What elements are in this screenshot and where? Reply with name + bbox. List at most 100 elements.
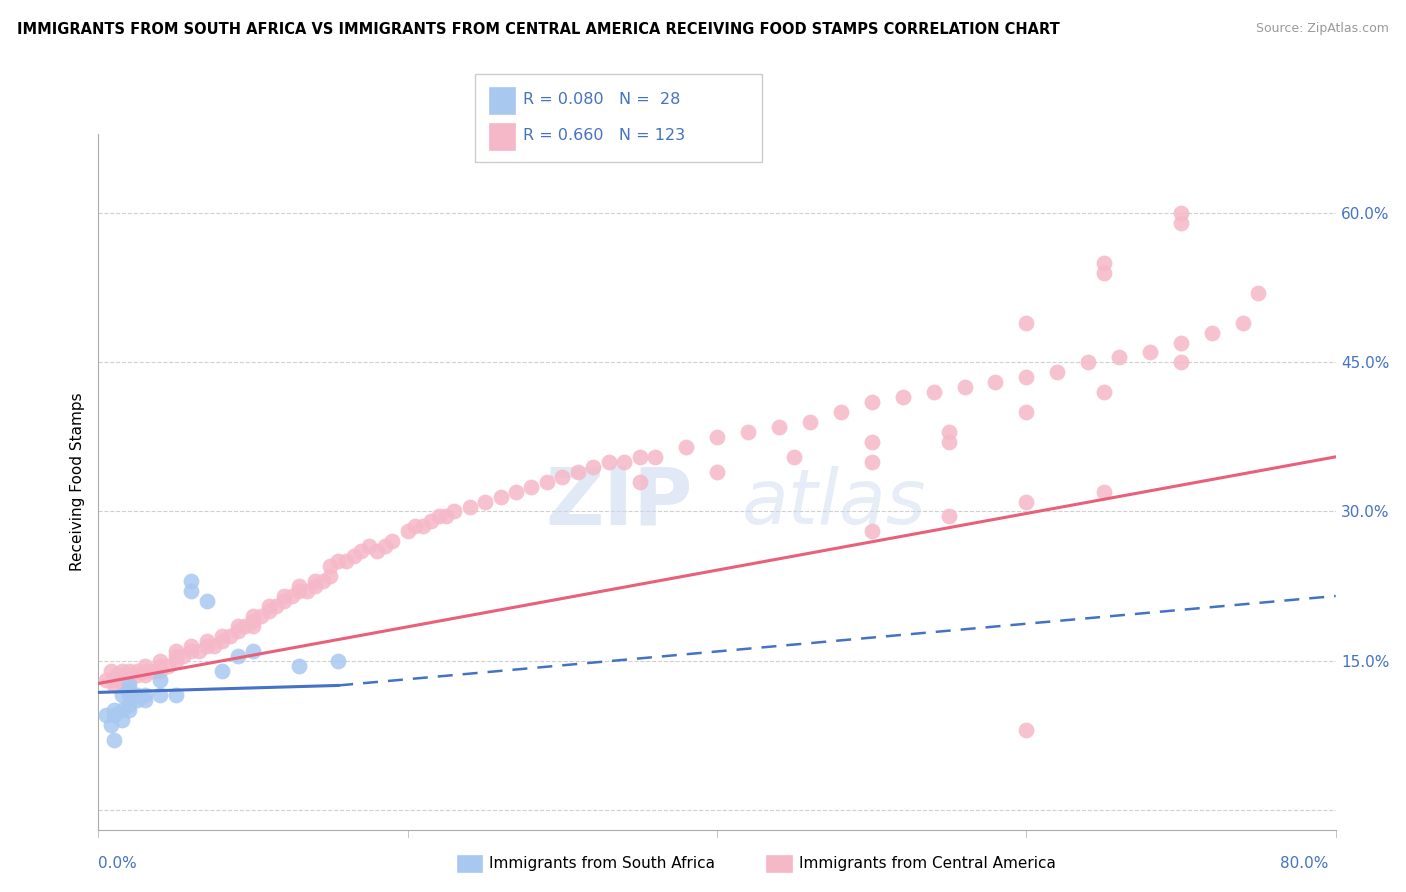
Point <box>628 475 651 489</box>
Point <box>412 519 434 533</box>
Point <box>938 425 960 439</box>
Point <box>304 574 326 588</box>
Point <box>111 689 134 703</box>
Point <box>96 673 118 688</box>
Point <box>1170 335 1192 350</box>
Point <box>226 624 249 638</box>
Point <box>211 664 233 678</box>
Point <box>984 376 1007 390</box>
Point <box>1092 484 1115 499</box>
Point <box>326 554 350 568</box>
Point <box>103 678 125 692</box>
Point <box>281 589 304 603</box>
Point <box>830 405 852 419</box>
Point <box>111 673 134 688</box>
Point <box>489 490 512 504</box>
Y-axis label: Receiving Food Stamps: Receiving Food Stamps <box>70 392 86 571</box>
Point <box>1015 316 1038 330</box>
Point <box>111 668 134 682</box>
Point <box>211 629 233 643</box>
Point <box>257 599 280 613</box>
Text: 80.0%: 80.0% <box>1281 856 1329 871</box>
Point <box>1015 723 1038 738</box>
Point <box>1201 326 1223 340</box>
Point <box>118 668 141 682</box>
Text: R = 0.660   N = 123: R = 0.660 N = 123 <box>523 128 685 143</box>
Point <box>288 579 311 593</box>
Point <box>226 648 249 663</box>
Point <box>1092 385 1115 400</box>
Point <box>675 440 697 454</box>
Point <box>273 589 295 603</box>
Point <box>188 643 211 657</box>
Text: Immigrants from South Africa: Immigrants from South Africa <box>489 856 716 871</box>
Point <box>195 633 218 648</box>
Point <box>127 664 149 678</box>
Point <box>257 604 280 618</box>
Point <box>103 733 125 747</box>
Point <box>242 619 264 633</box>
Point <box>127 693 149 707</box>
Point <box>288 658 311 673</box>
Point <box>1108 351 1130 365</box>
Point <box>1015 370 1038 384</box>
Point <box>118 698 141 713</box>
Text: IMMIGRANTS FROM SOUTH AFRICA VS IMMIGRANTS FROM CENTRAL AMERICA RECEIVING FOOD S: IMMIGRANTS FROM SOUTH AFRICA VS IMMIGRAN… <box>17 22 1060 37</box>
Point <box>127 689 149 703</box>
Point <box>628 450 651 464</box>
Point <box>165 643 187 657</box>
Point <box>180 643 202 657</box>
Point <box>149 664 172 678</box>
Point <box>235 619 257 633</box>
Point <box>326 654 350 668</box>
Point <box>149 689 172 703</box>
Point <box>219 629 242 643</box>
Text: ZIP: ZIP <box>546 464 692 541</box>
Point <box>250 608 273 623</box>
Point <box>118 689 141 703</box>
Point <box>165 648 187 663</box>
Point <box>149 658 172 673</box>
Point <box>142 664 165 678</box>
Point <box>1247 285 1270 300</box>
Point <box>134 664 156 678</box>
Point <box>860 524 883 539</box>
Point <box>105 668 128 682</box>
Point <box>100 664 122 678</box>
Point <box>157 658 180 673</box>
Point <box>1092 256 1115 270</box>
Point <box>860 395 883 409</box>
Point <box>1015 405 1038 419</box>
Point <box>706 430 728 444</box>
Point <box>357 539 380 553</box>
Point <box>118 678 141 692</box>
Point <box>938 434 960 449</box>
Point <box>118 703 141 717</box>
Point <box>799 415 821 429</box>
Point <box>860 434 883 449</box>
Text: Immigrants from Central America: Immigrants from Central America <box>799 856 1056 871</box>
Point <box>149 673 172 688</box>
Point <box>103 708 125 723</box>
Point <box>149 654 172 668</box>
Point <box>127 668 149 682</box>
Point <box>118 683 141 698</box>
Point <box>103 673 125 688</box>
Point <box>706 465 728 479</box>
Point <box>319 569 342 583</box>
Point <box>474 494 496 508</box>
Point <box>405 519 427 533</box>
Point <box>100 718 122 732</box>
Point <box>180 639 202 653</box>
Point <box>273 594 295 608</box>
Point <box>582 459 605 474</box>
Point <box>335 554 357 568</box>
Point <box>768 420 790 434</box>
Point <box>783 450 806 464</box>
Point <box>111 713 134 727</box>
Point <box>567 465 589 479</box>
Point <box>443 504 465 518</box>
Point <box>374 539 396 553</box>
Point <box>922 385 945 400</box>
Point <box>1170 206 1192 220</box>
